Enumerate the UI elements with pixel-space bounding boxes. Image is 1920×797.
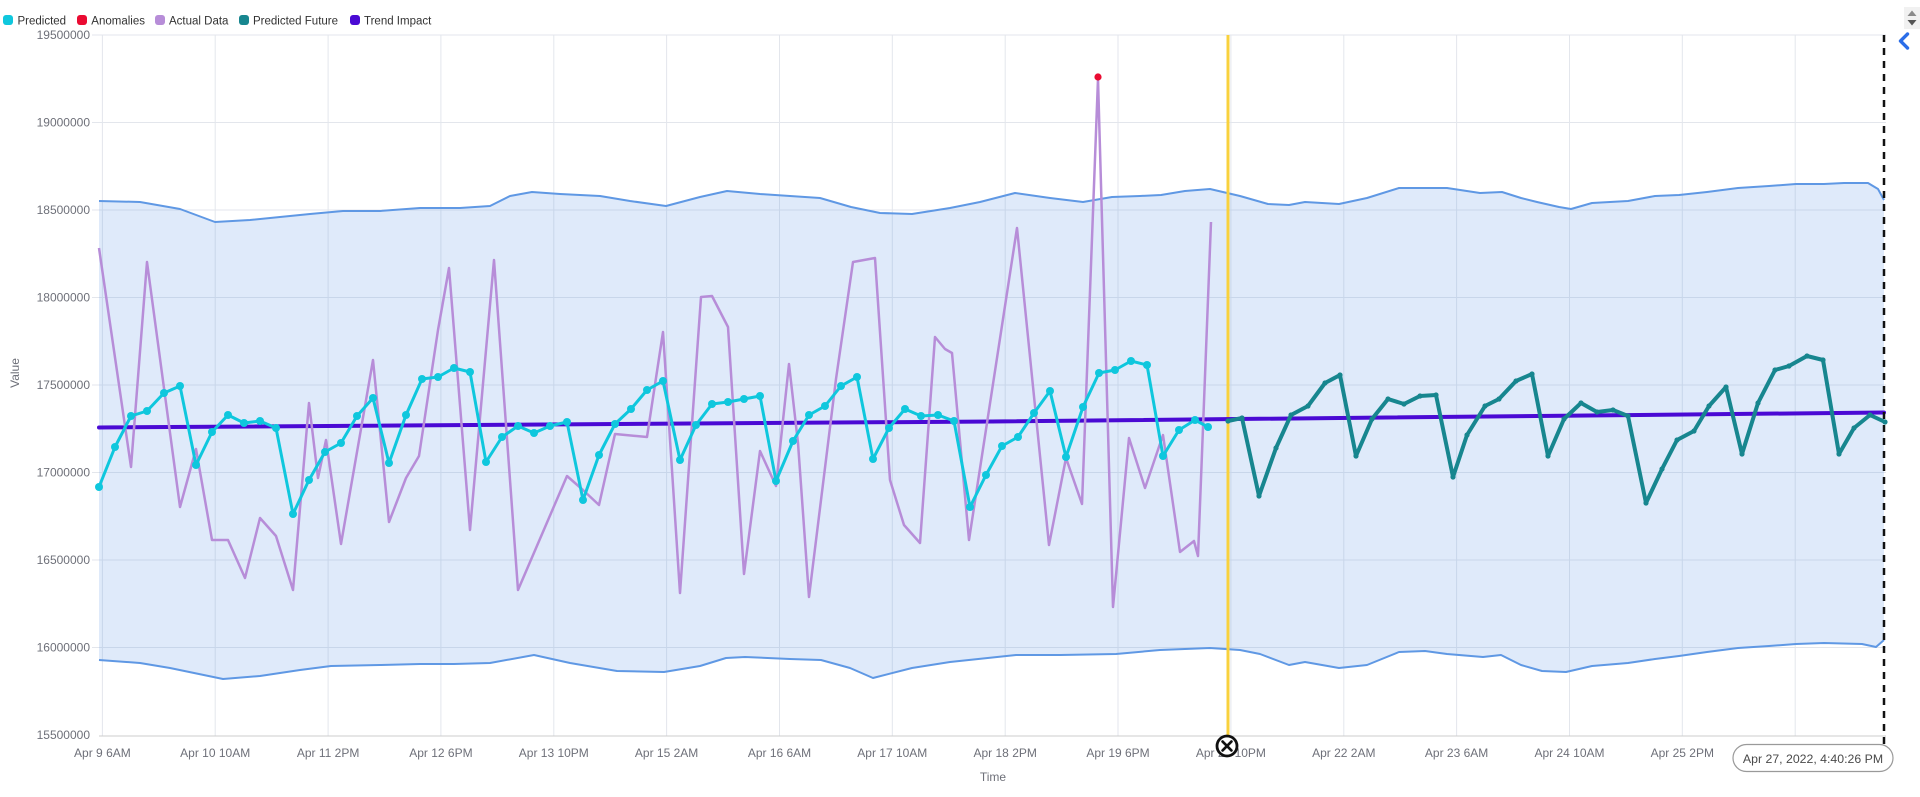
svg-text:18500000: 18500000 (37, 203, 91, 217)
svg-text:Apr 16 6AM: Apr 16 6AM (748, 746, 811, 760)
svg-text:19500000: 19500000 (37, 28, 91, 42)
svg-text:Apr 15 2AM: Apr 15 2AM (635, 746, 698, 760)
svg-text:17000000: 17000000 (37, 466, 91, 480)
svg-text:Apr 12 6PM: Apr 12 6PM (409, 746, 472, 760)
svg-text:18000000: 18000000 (37, 291, 91, 305)
svg-text:Trend Impact: Trend Impact (364, 15, 432, 27)
svg-text:Anomalies: Anomalies (91, 15, 145, 27)
svg-text:Predicted Future: Predicted Future (253, 15, 338, 27)
svg-text:Actual Data: Actual Data (169, 15, 229, 27)
svg-text:Apr 27, 2022, 4:40:26 PM: Apr 27, 2022, 4:40:26 PM (1743, 752, 1883, 766)
svg-text:Apr 23 6AM: Apr 23 6AM (1425, 746, 1488, 760)
svg-text:Apr 10 10AM: Apr 10 10AM (180, 746, 250, 760)
svg-text:16000000: 16000000 (37, 641, 91, 655)
svg-text:Apr 24 10AM: Apr 24 10AM (1534, 746, 1604, 760)
svg-text:Apr 18 2PM: Apr 18 2PM (974, 746, 1037, 760)
svg-text:Apr 13 10PM: Apr 13 10PM (519, 746, 589, 760)
svg-text:Value: Value (8, 358, 22, 388)
svg-text:Apr 9 6AM: Apr 9 6AM (74, 746, 131, 760)
svg-text:17500000: 17500000 (37, 378, 91, 392)
svg-text:Apr 25 2PM: Apr 25 2PM (1651, 746, 1714, 760)
svg-text:Apr 22 2AM: Apr 22 2AM (1312, 746, 1375, 760)
svg-text:Apr 19 6PM: Apr 19 6PM (1086, 746, 1149, 760)
svg-text:Predicted: Predicted (18, 15, 67, 27)
svg-text:Apr 17 10AM: Apr 17 10AM (857, 746, 927, 760)
svg-text:Apr 11 2PM: Apr 11 2PM (297, 746, 359, 760)
svg-text:Time: Time (980, 770, 1007, 784)
svg-text:19000000: 19000000 (37, 116, 91, 130)
svg-text:15500000: 15500000 (37, 728, 91, 742)
svg-text:16500000: 16500000 (37, 553, 91, 567)
